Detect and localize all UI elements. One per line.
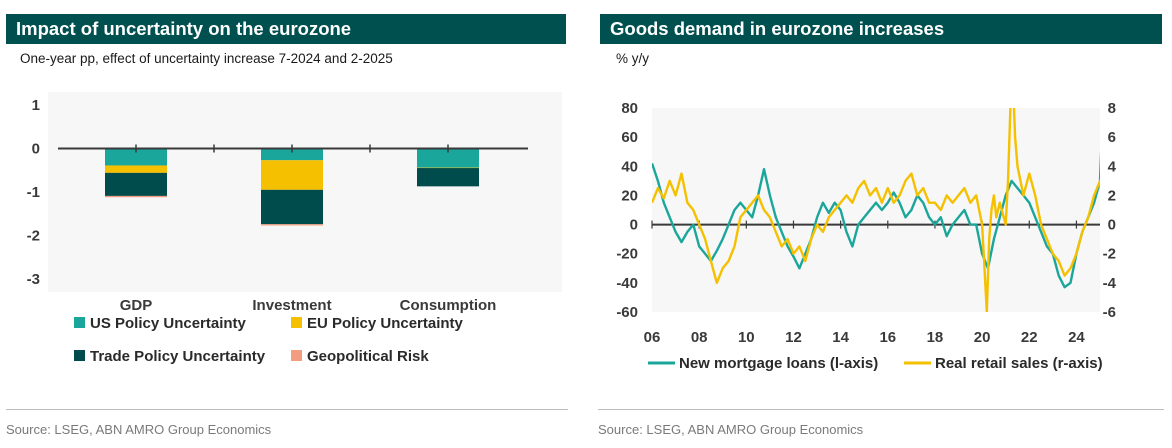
x-axis: GDP Investment Consumption — [120, 297, 497, 314]
bar-segment — [261, 160, 323, 190]
x-tick-label: 10 — [738, 329, 755, 346]
goods-demand-panel: Goods demand in eurozone increases % y/y… — [598, 0, 1168, 448]
right-y-tick-label: 0 — [1108, 217, 1116, 234]
bar-segment — [417, 167, 479, 169]
legend-label: Trade Policy Uncertainty — [90, 348, 266, 365]
series-line — [652, 150, 1100, 289]
left-y-tick-label: 80 — [621, 100, 638, 117]
right-y-tick-label: 8 — [1108, 100, 1116, 117]
legend-swatch — [74, 350, 85, 361]
bar-chart: 1 0 -1 -2 -3 GDP Investment Consumption US Pol… — [27, 92, 562, 365]
series-line — [652, 108, 1100, 312]
y-tick-label: -2 — [27, 228, 40, 245]
legend-label: Real retail sales (r-axis) — [935, 355, 1103, 372]
legend-label: US Policy Uncertainty — [90, 315, 247, 332]
right-y-tick-label: -4 — [1103, 275, 1117, 292]
x-tick-label: Consumption — [400, 297, 497, 314]
legend-label: New mortgage loans (l-axis) — [679, 355, 878, 372]
y-tick-label: -1 — [27, 184, 40, 201]
chart-subtitle: One-year pp, effect of uncertainty incre… — [20, 51, 393, 66]
left-y-axis: 80 60 40 20 0 -20 -40 -60 — [616, 100, 638, 321]
x-tick-label: 16 — [879, 329, 896, 346]
bar-segment — [105, 148, 167, 166]
source-note: Source: LSEG, ABN AMRO Group Economics — [598, 422, 864, 437]
bar-segment — [105, 172, 167, 196]
x-tick-label: 20 — [974, 329, 991, 346]
x-tick-label: 14 — [832, 329, 849, 346]
right-y-tick-label: -6 — [1103, 304, 1116, 321]
bar-series — [105, 144, 479, 226]
source-note: Source: LSEG, ABN AMRO Group Economics — [6, 422, 272, 437]
legend-swatch — [291, 317, 302, 328]
uncertainty-impact-panel: Impact of uncertainty on the eurozone On… — [0, 0, 572, 448]
line-series — [652, 108, 1100, 312]
left-y-tick-label: 60 — [621, 129, 638, 146]
y-tick-label: 1 — [32, 97, 40, 114]
left-y-tick-label: -20 — [616, 246, 638, 263]
legend: US Policy Uncertainty EU Policy Uncertain… — [74, 315, 464, 365]
x-tick-label: GDP — [120, 297, 153, 314]
right-y-tick-label: 4 — [1108, 158, 1117, 175]
right-y-tick-label: 2 — [1108, 187, 1116, 204]
y-axis-unit-label: % y/y — [616, 51, 650, 66]
footer-divider — [6, 409, 568, 410]
x-tick-label: 18 — [927, 329, 944, 346]
left-y-tick-label: 0 — [630, 217, 638, 234]
legend-swatch — [291, 350, 302, 361]
left-y-tick-label: -40 — [616, 275, 638, 292]
bar-segment — [417, 148, 479, 168]
plot-background — [652, 108, 1100, 312]
legend: New mortgage loans (l-axis) Real retail s… — [648, 355, 1103, 372]
bar-segment — [261, 189, 323, 225]
right-y-tick-label: 6 — [1108, 129, 1116, 146]
bar-segment — [417, 168, 479, 187]
bar-segment — [105, 165, 167, 173]
left-y-tick-label: -60 — [616, 304, 638, 321]
x-tick-label: 08 — [691, 329, 708, 346]
legend-label: Geopolitical Risk — [307, 348, 429, 365]
x-tick-label: 24 — [1068, 329, 1085, 346]
right-y-tick-label: -2 — [1103, 246, 1116, 263]
y-tick-label: 0 — [32, 141, 40, 158]
legend-label: EU Policy Uncertainty — [307, 315, 464, 332]
y-tick-label: -3 — [27, 271, 40, 288]
x-axis: 06 08 10 12 14 16 18 20 22 24 — [644, 220, 1085, 346]
chart-title: Goods demand in eurozone increases — [600, 14, 1162, 44]
x-tick-label: 22 — [1021, 329, 1038, 346]
bar-segment — [261, 148, 323, 161]
y-axis: 1 0 -1 -2 -3 — [27, 97, 40, 288]
right-y-axis: 8 6 4 2 0 -2 -4 -6 — [1103, 100, 1117, 321]
legend-swatch — [74, 317, 85, 328]
left-y-tick-label: 20 — [621, 187, 638, 204]
bar-segment — [105, 195, 167, 198]
chart-title: Impact of uncertainty on the eurozone — [6, 14, 566, 44]
x-tick-label: Investment — [252, 297, 331, 314]
left-y-tick-label: 40 — [621, 158, 638, 175]
footer-divider — [598, 409, 1164, 410]
x-tick-label: 12 — [785, 329, 802, 346]
bar-segment — [261, 224, 323, 226]
x-tick-label: 06 — [644, 329, 661, 346]
